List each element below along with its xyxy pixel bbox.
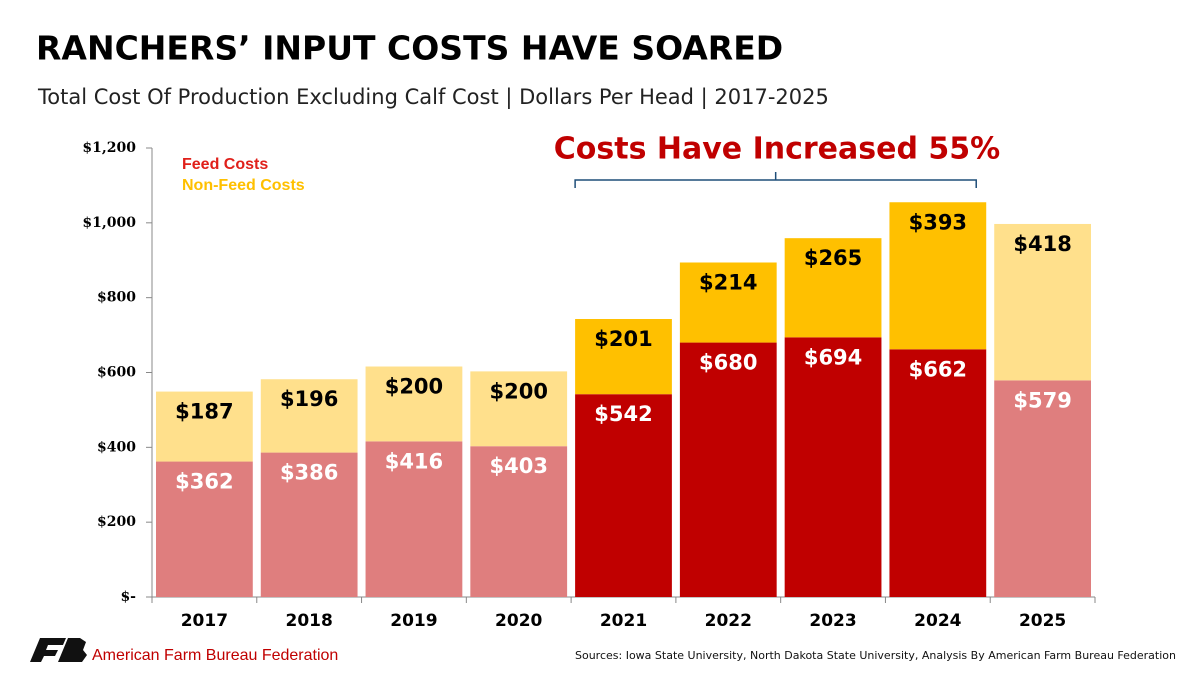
bar-segment (470, 371, 568, 447)
value-label: $201 (594, 327, 652, 351)
value-label: $187 (175, 400, 233, 424)
value-label: $200 (385, 375, 443, 399)
value-label: $200 (489, 379, 547, 403)
bar-segment (365, 366, 463, 442)
y-tick-label: $- (120, 589, 136, 605)
legend-entry: Feed Costs (182, 156, 268, 173)
logo (30, 638, 87, 662)
value-label: $579 (1013, 388, 1071, 412)
y-tick-label: $600 (97, 365, 136, 381)
bar-segment (156, 461, 253, 597)
y-tick-label: $1,200 (82, 140, 136, 156)
y-tick-label: $800 (97, 290, 136, 306)
value-label: $680 (699, 351, 757, 375)
y-tick-label: $400 (97, 439, 136, 455)
bar-segment (156, 391, 253, 462)
bar-segment (575, 394, 672, 597)
value-label: $542 (594, 402, 652, 426)
bar-segment (784, 337, 882, 597)
value-label: $662 (909, 357, 967, 381)
chart-title: RANCHERS’ INPUT COSTS HAVE SOARED (36, 29, 783, 68)
y-tick-label: $200 (97, 514, 136, 530)
bar-segment (994, 380, 1091, 597)
x-tick-label: 2023 (809, 611, 856, 631)
value-label: $416 (385, 449, 443, 473)
legend-entry: Non-Feed Costs (182, 177, 305, 194)
bar-segment (260, 452, 358, 597)
value-label: $386 (280, 461, 338, 485)
bracket (574, 172, 977, 188)
bar-segment (679, 262, 777, 343)
bar-segment (470, 446, 568, 597)
x-tick-label: 2025 (1019, 611, 1066, 631)
organization: American Farm Bureau Federation (92, 647, 338, 664)
x-tick-label: 2022 (705, 611, 752, 631)
bar-segment (260, 379, 358, 453)
value-label: $403 (489, 454, 547, 478)
annotation: Costs Have Increased 55% (554, 132, 1000, 167)
chart-subtitle: Total Cost Of Production Excluding Calf … (37, 85, 829, 110)
bar-segment (365, 441, 463, 597)
x-tick-label: 2020 (495, 611, 542, 631)
bar-segment (889, 349, 987, 597)
x-tick-label: 2024 (914, 611, 961, 631)
x-tick-label: 2018 (286, 611, 333, 631)
x-tick-label: 2017 (181, 611, 228, 631)
value-label: $418 (1013, 232, 1071, 256)
value-label: $393 (909, 210, 967, 234)
x-tick-label: 2019 (390, 611, 437, 631)
bar-segment (575, 318, 672, 395)
bar-segment (994, 223, 1091, 381)
value-label: $694 (804, 345, 862, 369)
x-tick-label: 2021 (600, 611, 647, 631)
logo-mark (30, 638, 66, 662)
bar-segment (889, 202, 987, 350)
bar-segment (784, 238, 882, 338)
value-label: $362 (175, 470, 233, 494)
source: Sources: Iowa State University, North Da… (575, 649, 1176, 662)
value-label: $196 (280, 387, 338, 411)
logo-mark (58, 638, 87, 662)
bar-segment (679, 342, 777, 597)
y-tick-label: $1,000 (82, 215, 136, 231)
value-label: $214 (699, 270, 757, 294)
value-label: $265 (804, 246, 862, 270)
